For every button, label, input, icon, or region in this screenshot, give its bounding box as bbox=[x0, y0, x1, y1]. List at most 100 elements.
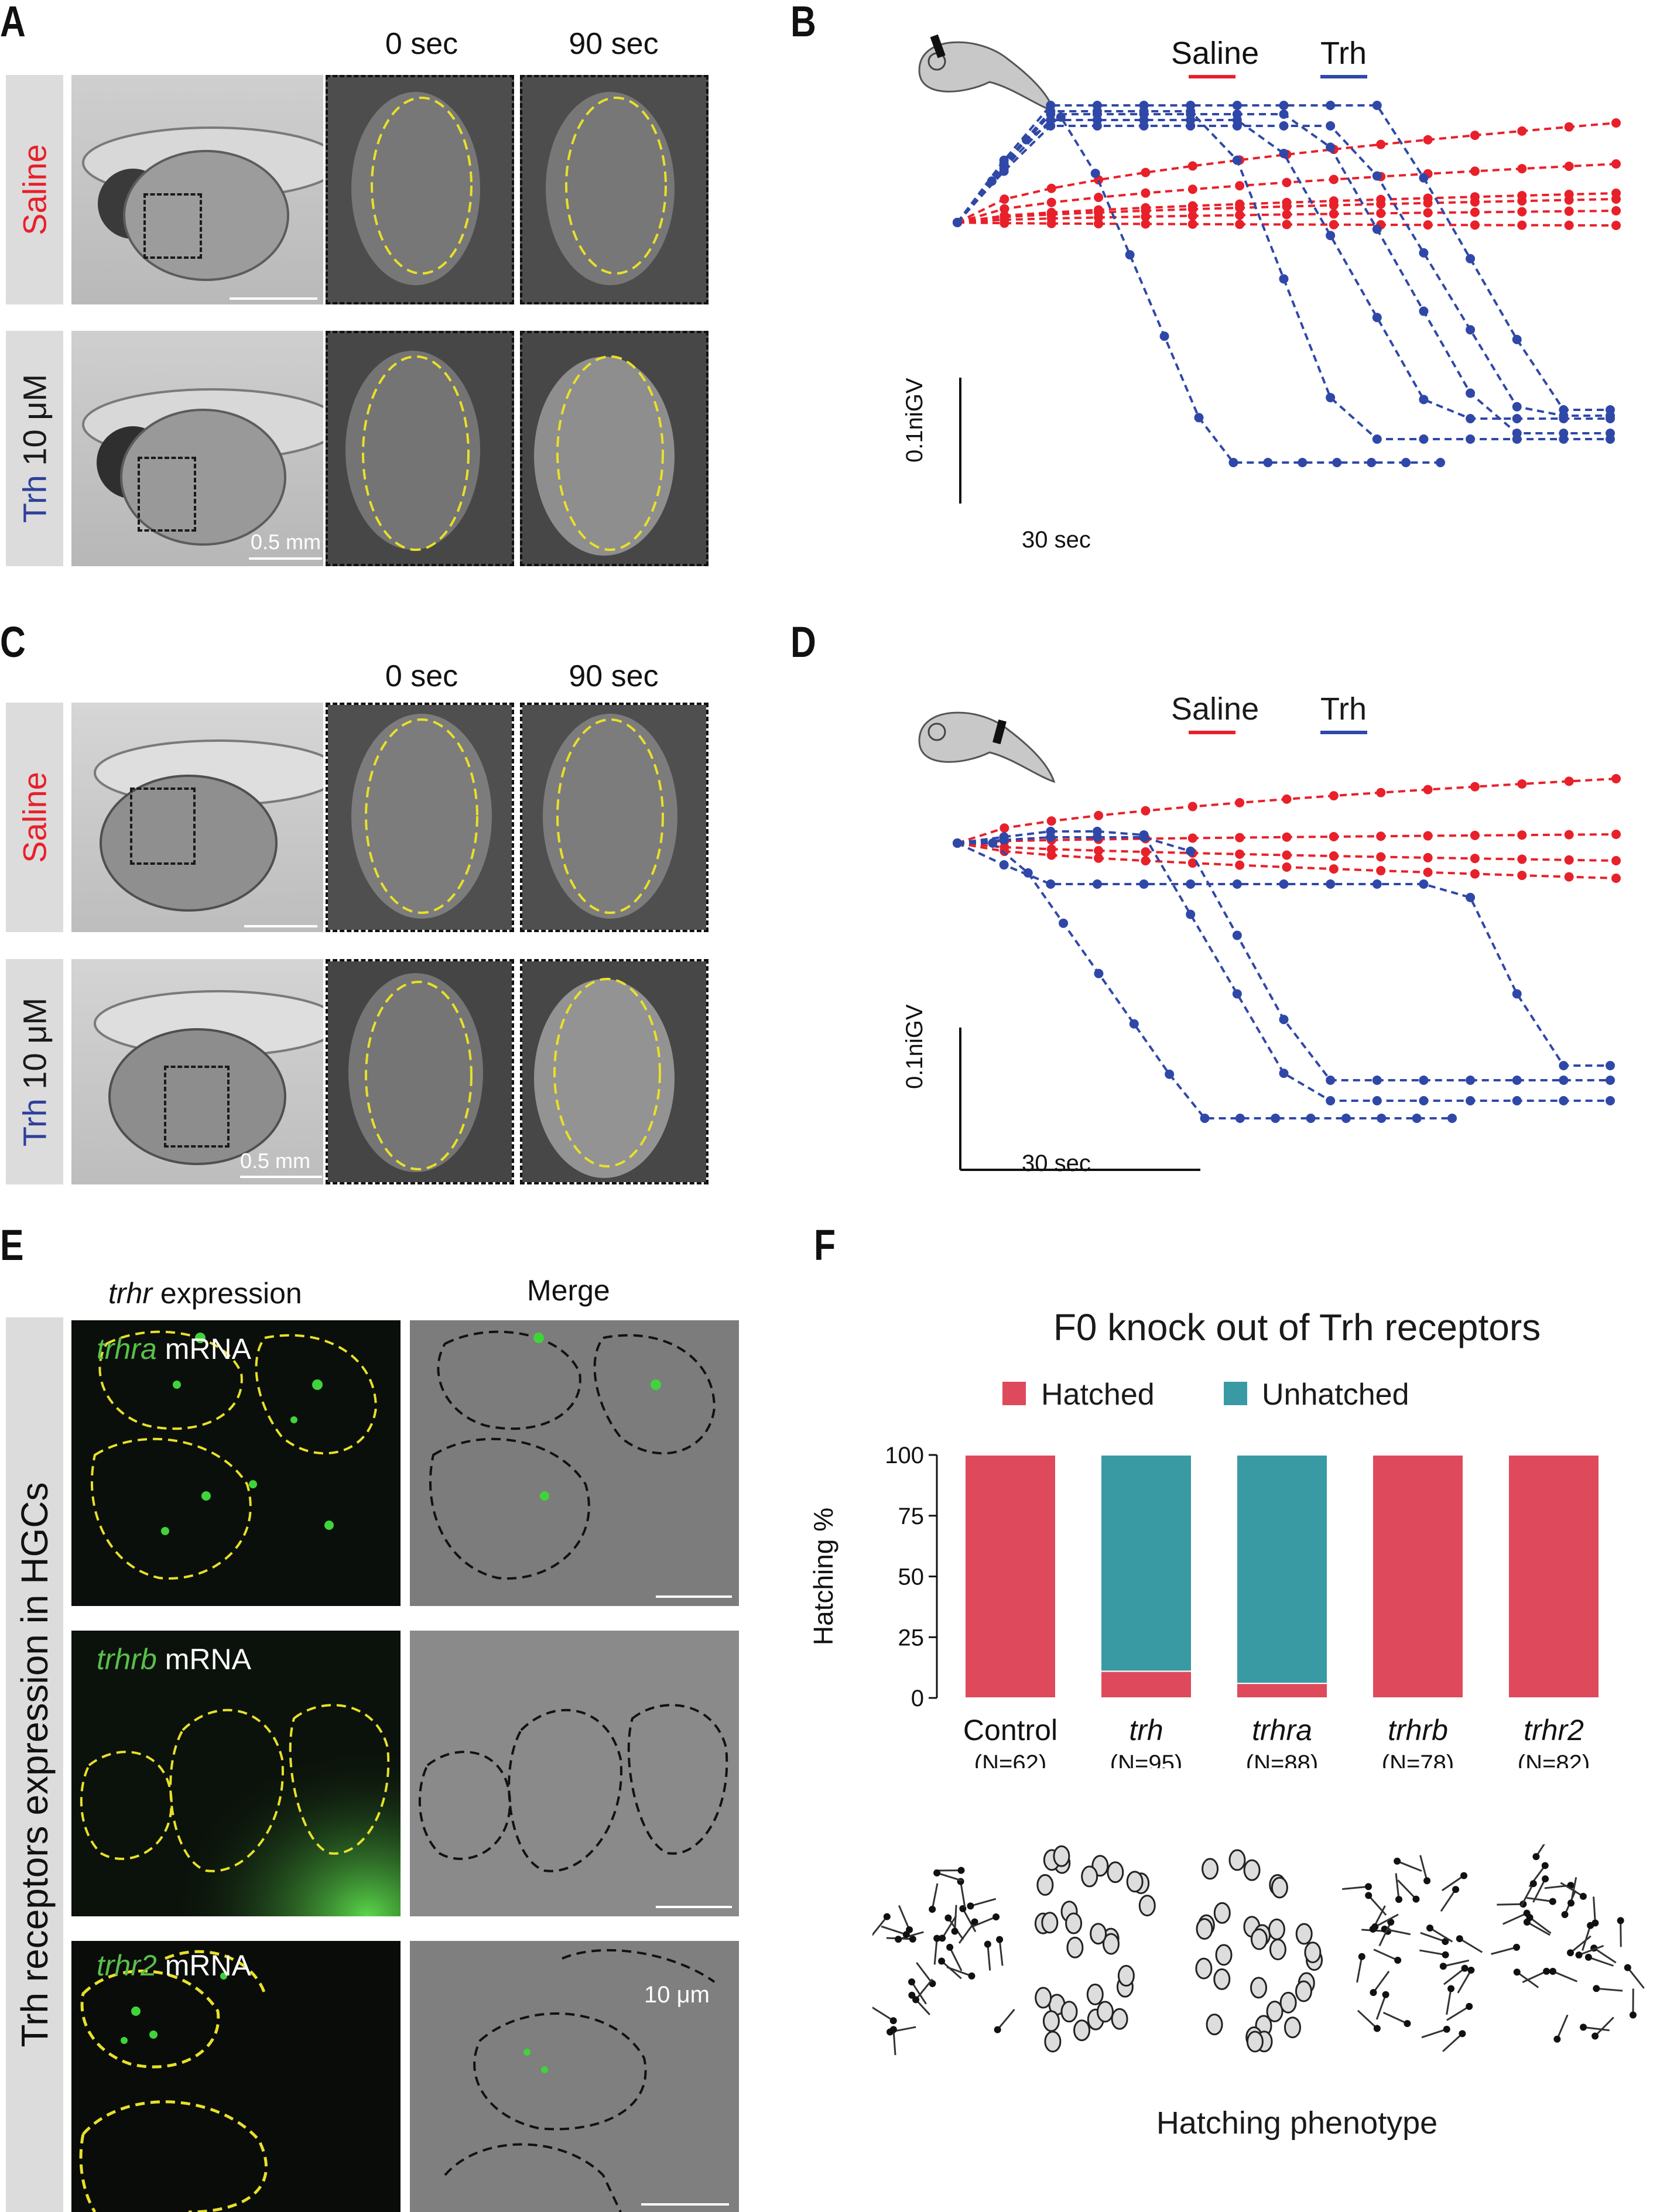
larva-head bbox=[1593, 1985, 1600, 1992]
trh-trace-point bbox=[1186, 846, 1196, 856]
y-tick-label: 25 bbox=[898, 1625, 925, 1651]
larva-hatched bbox=[1459, 1937, 1483, 1953]
saline-trace-point bbox=[1094, 845, 1104, 855]
larva-hatched bbox=[931, 1883, 939, 1910]
hatching-phenotype-label: Hatching phenotype bbox=[1156, 2105, 1438, 2141]
larva-hatched bbox=[1382, 2012, 1408, 2025]
y-tick-label: 100 bbox=[885, 1443, 924, 1468]
saline-trace-point bbox=[1282, 832, 1292, 842]
trh-trace-point bbox=[1129, 1019, 1139, 1029]
trh-trace-point bbox=[1419, 1096, 1429, 1105]
larva-head bbox=[1584, 1953, 1592, 1961]
larva-head bbox=[1461, 1964, 1469, 1972]
larva-hatched bbox=[881, 1925, 907, 1936]
trh-trace-point bbox=[1512, 334, 1522, 344]
larva-unhatched bbox=[1295, 1980, 1312, 2002]
panel-label-f: F bbox=[814, 1221, 836, 1269]
saline-trace-point bbox=[1235, 797, 1245, 807]
saline-trace-point bbox=[1517, 126, 1527, 136]
larva-head bbox=[1591, 2032, 1599, 2040]
trh-trace-point bbox=[1023, 868, 1033, 878]
category-n-label: (N=62) bbox=[974, 1751, 1046, 1768]
trh-trace-point bbox=[1092, 101, 1102, 110]
scale-bar-line bbox=[249, 557, 322, 560]
larva-hatched bbox=[1373, 1970, 1390, 1994]
merge-image-trhr2 bbox=[410, 1941, 739, 2212]
trh-trace-point bbox=[1512, 414, 1522, 423]
trh-trace-point bbox=[1186, 121, 1196, 131]
saline-trace-point bbox=[1611, 874, 1621, 883]
larva-hatched bbox=[1556, 2014, 1569, 2040]
larva-unhatched bbox=[1065, 1912, 1083, 1934]
larva-head bbox=[1561, 1910, 1569, 1918]
larva-head bbox=[994, 2026, 1001, 2033]
saline-trace-point bbox=[1564, 161, 1574, 171]
trh-trace-point bbox=[1412, 1114, 1422, 1123]
larva-unhatched bbox=[1044, 2030, 1062, 2053]
larva-hatched bbox=[898, 1931, 924, 1940]
larva-head bbox=[1529, 1880, 1537, 1888]
trh-trace-point bbox=[1466, 325, 1476, 335]
saline-trace-point bbox=[1517, 207, 1527, 217]
saline-trace-point bbox=[1470, 166, 1480, 176]
larva-head bbox=[912, 1996, 920, 2004]
trh-trace-point bbox=[1046, 101, 1056, 110]
trh-trace-point bbox=[1125, 250, 1135, 260]
larva-hatched bbox=[1457, 1970, 1472, 1994]
larva-head bbox=[1617, 1917, 1624, 1925]
larva-unhatched bbox=[1096, 2001, 1114, 2023]
legend-saline-swatch-b bbox=[1189, 75, 1235, 78]
trh-trace-point bbox=[1332, 458, 1342, 467]
larva-unhatched bbox=[1053, 1845, 1070, 1867]
category-label: trh bbox=[1129, 1714, 1163, 1747]
scale-x-label-d: 30 sec bbox=[1022, 1150, 1091, 1176]
larva-hatched bbox=[958, 1921, 976, 1944]
trh-trace-point bbox=[1419, 306, 1429, 316]
trh-trace-point bbox=[1559, 1076, 1569, 1085]
larva-hatched bbox=[962, 1908, 977, 1933]
fluor-image-trhr2 bbox=[71, 1941, 401, 2212]
trh-trace-point bbox=[1326, 121, 1336, 131]
larva-unhatched bbox=[1060, 2001, 1078, 2023]
zoom-saline-0s bbox=[326, 75, 514, 304]
larva-unhatched bbox=[1271, 1877, 1288, 1899]
larva-hatched bbox=[1375, 1994, 1387, 2020]
larva-hatched bbox=[960, 1881, 966, 1908]
larva-head bbox=[1423, 1877, 1431, 1885]
larva-unhatched bbox=[1102, 1933, 1120, 1955]
larva-hatched bbox=[1357, 2009, 1378, 2029]
larva-head bbox=[1459, 2030, 1466, 2038]
saline-trace-point bbox=[1423, 220, 1433, 230]
panel-label-c: C bbox=[0, 618, 26, 666]
larva-hatched bbox=[936, 1872, 963, 1882]
larva-head bbox=[1452, 1886, 1460, 1893]
saline-trace-point bbox=[1187, 858, 1197, 868]
larva-hatched bbox=[941, 1915, 957, 1939]
saline-trace-point bbox=[1046, 850, 1056, 860]
larva-hatched bbox=[1578, 1944, 1604, 1956]
larva-unhatched bbox=[1295, 1923, 1313, 1945]
trh-trace-point bbox=[1092, 109, 1102, 119]
saline-trace-point bbox=[1423, 135, 1433, 145]
larva-hatched bbox=[898, 1905, 911, 1930]
saline-trace-point bbox=[1141, 856, 1151, 866]
y-tick-label: 0 bbox=[911, 1686, 924, 1711]
larva-head bbox=[1513, 1968, 1521, 1976]
trh-trace-point bbox=[1559, 405, 1569, 415]
larva-unhatched bbox=[1246, 2030, 1264, 2053]
saline-trace-point bbox=[1564, 776, 1574, 786]
saline-trace-point bbox=[1046, 816, 1056, 826]
larva-head bbox=[908, 1978, 916, 1986]
zoom-saline-0s-c bbox=[326, 703, 514, 932]
larva-hatched bbox=[1397, 1879, 1417, 1900]
hatching-bar-chart: 0 25 50 75 100 Hatching % Control (N=62) trh (N=9… bbox=[808, 1443, 1600, 1768]
saline-trace-point bbox=[1517, 854, 1527, 864]
trh-trace-point bbox=[1139, 879, 1149, 889]
larva-head bbox=[1542, 1875, 1549, 1883]
trh-trace-point bbox=[1466, 388, 1476, 398]
embryo-image-saline-c bbox=[71, 703, 323, 932]
larva-hatched bbox=[872, 1916, 888, 1936]
saline-trace-point bbox=[1141, 806, 1151, 816]
larva-hatched bbox=[1342, 1885, 1369, 1890]
saline-trace-point bbox=[1282, 220, 1292, 230]
